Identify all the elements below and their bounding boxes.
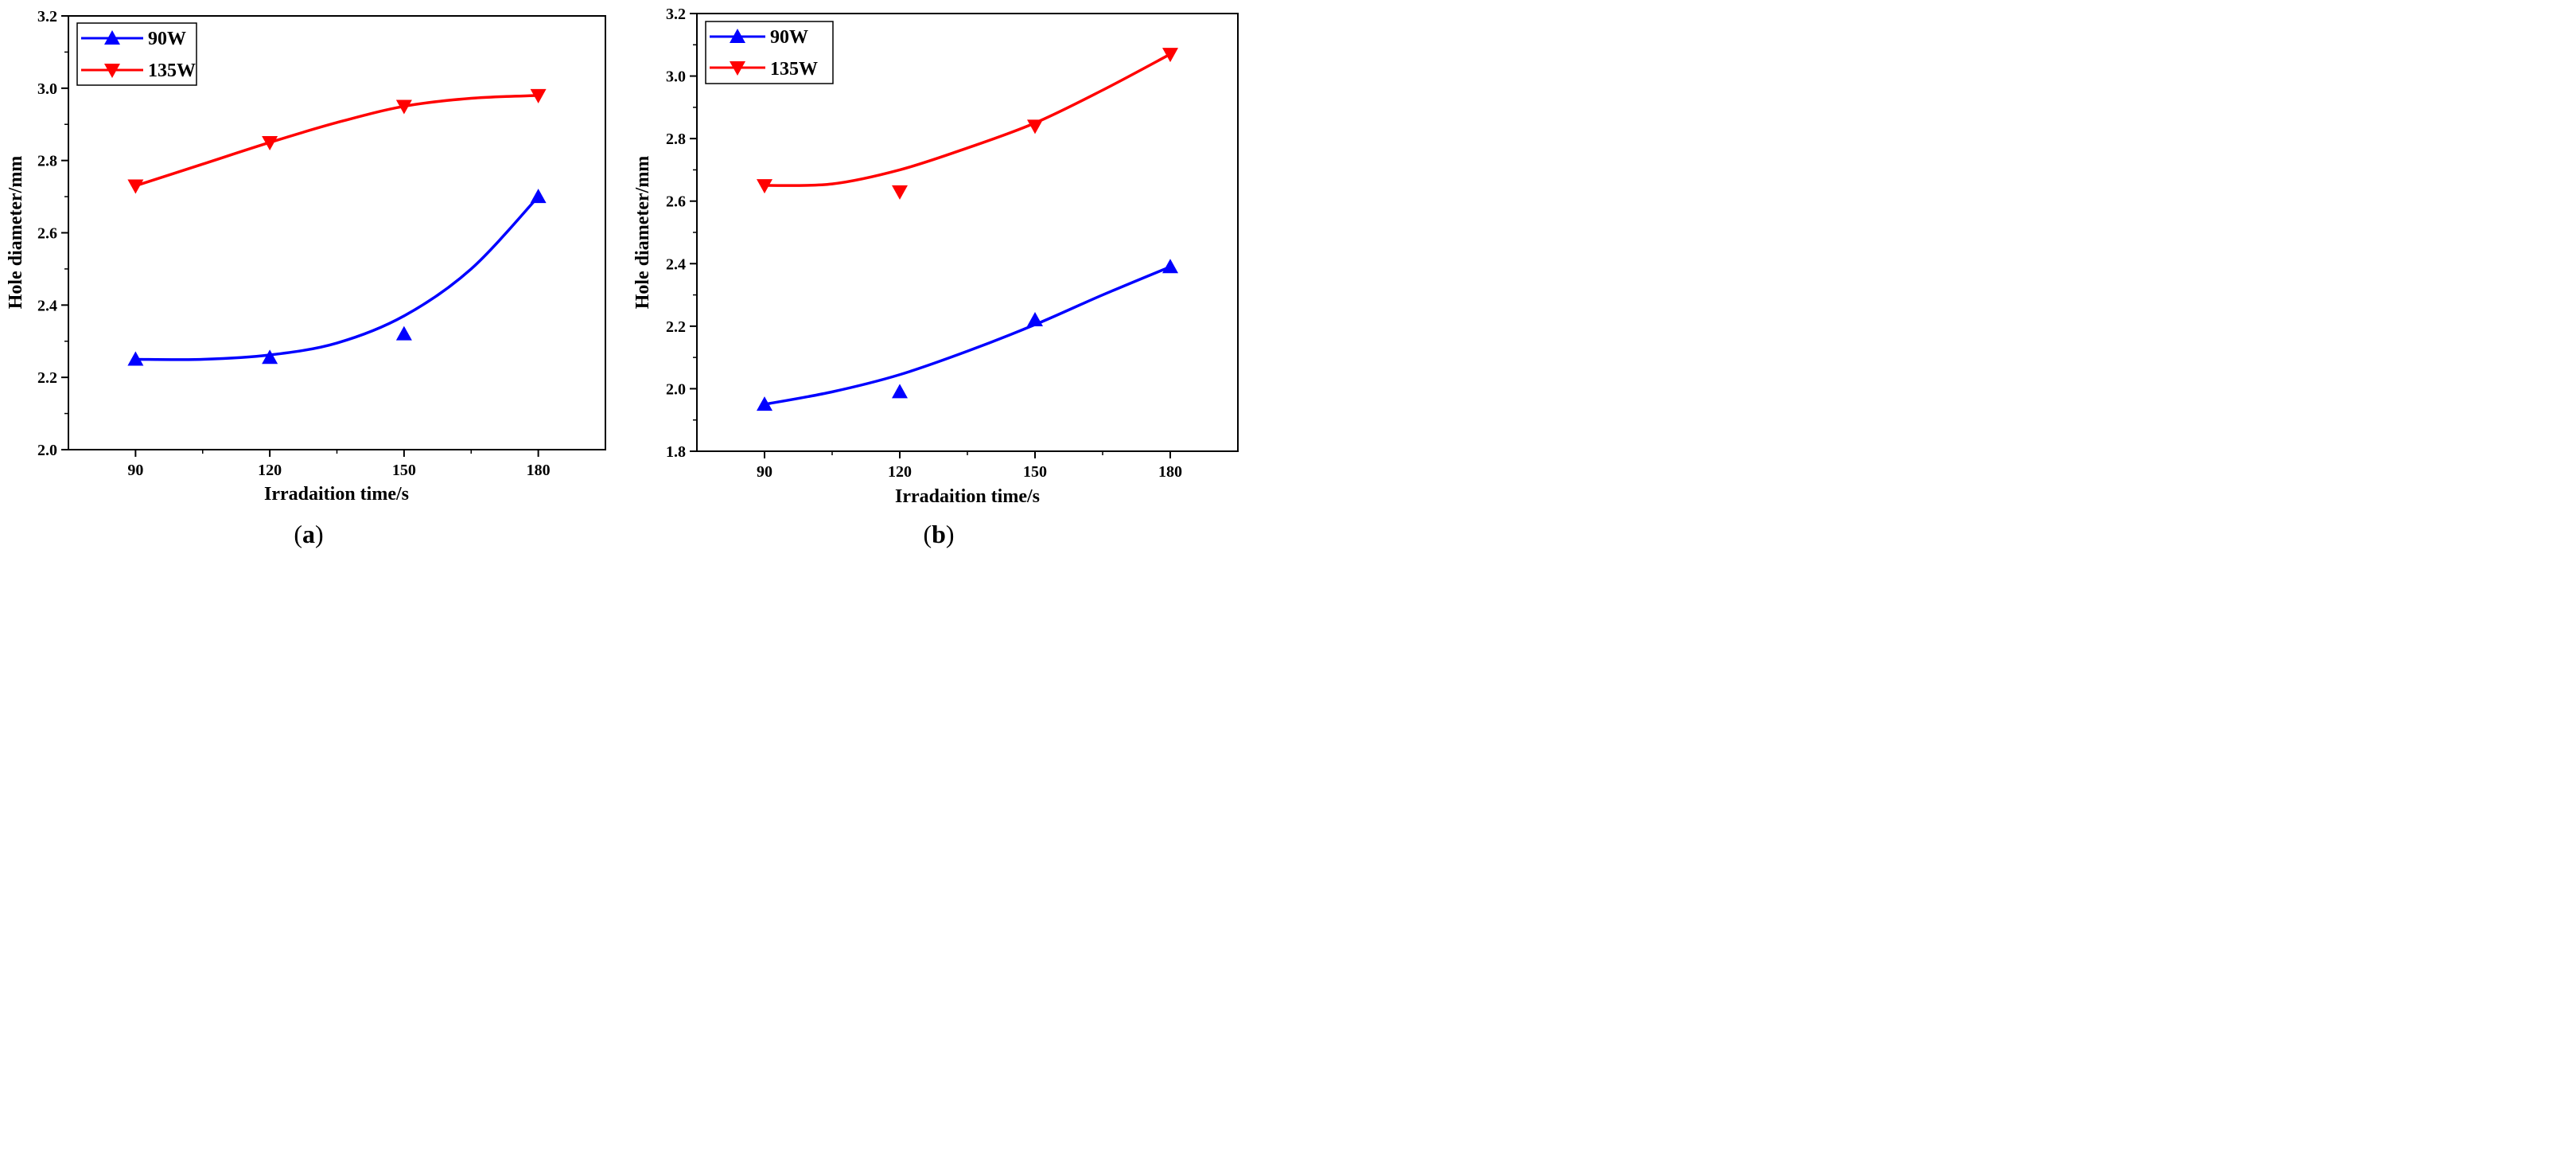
data-point-135w — [395, 99, 412, 115]
x-tick-label: 120 — [888, 463, 912, 481]
y-tick-label: 2.4 — [666, 255, 686, 273]
y-tick-label: 3.0 — [666, 68, 686, 86]
data-point-135w — [892, 185, 908, 200]
data-point-135w — [530, 88, 547, 103]
x-axis-title: Irradaition time/s — [895, 486, 1040, 507]
fit-curve-90w — [135, 195, 539, 361]
x-tick-label: 150 — [1023, 463, 1047, 481]
data-markers — [127, 88, 547, 366]
y-tick-label: 2.6 — [666, 193, 686, 211]
legend-label-135w: 135W — [148, 60, 196, 81]
x-tick-label: 90 — [127, 462, 143, 479]
legend: 90W 135W — [705, 21, 834, 84]
y-tick-label: 2.0 — [666, 380, 686, 398]
fit-curve-90w — [764, 265, 1171, 406]
x-tick-label: 120 — [258, 462, 282, 479]
y-tick-label: 2.0 — [37, 442, 57, 459]
data-point-90w — [1162, 259, 1178, 274]
y-tick-label: 2.2 — [37, 369, 57, 387]
data-markers — [757, 48, 1178, 411]
y-tick-label: 2.8 — [666, 131, 686, 148]
chart-panel-a: 90 120 150 180 2.0 2.2 2.4 2.6 2.8 3.0 3.2 Irradai… — [6, 8, 606, 548]
data-point-90w — [262, 349, 278, 364]
fit-curve-135w — [764, 53, 1171, 187]
x-tick-label: 90 — [757, 463, 772, 481]
panel-letter-a: a — [302, 520, 315, 548]
data-point-90w — [127, 351, 144, 366]
x-tick-label: 180 — [527, 462, 551, 479]
data-point-135w — [262, 135, 278, 150]
y-tick-label: 3.2 — [666, 6, 686, 23]
data-point-90w — [395, 326, 412, 341]
y-tick-label: 2.8 — [37, 153, 57, 170]
axes-ticks: 90 120 150 180 1.8 2.0 2.2 2.4 2.6 2.8 3.0 3.2 — [666, 6, 1182, 481]
legend-marker-triangle-up — [104, 30, 120, 45]
panel-label-b: (b) — [923, 520, 954, 548]
legend-label-135w: 135W — [770, 59, 818, 80]
legend-label-90w: 90W — [770, 27, 808, 48]
legend-marker-triangle-down — [730, 61, 745, 76]
data-point-135w — [1162, 48, 1178, 63]
y-axis-title: Hole diameter/mm — [6, 156, 26, 310]
panel-label-a: (a) — [294, 520, 323, 548]
axes-ticks: 90 120 150 180 2.0 2.2 2.4 2.6 2.8 3.0 3.2 — [37, 8, 551, 479]
data-point-90w — [1027, 312, 1043, 326]
panel-letter-b: b — [932, 520, 946, 548]
legend-marker-triangle-down — [104, 64, 120, 78]
x-axis-title: Irradaition time/s — [264, 484, 409, 505]
data-point-135w — [1027, 119, 1043, 134]
y-tick-label: 2.2 — [666, 318, 686, 336]
y-tick-label: 2.6 — [37, 225, 57, 243]
x-tick-label: 150 — [392, 462, 416, 479]
y-tick-label: 1.8 — [666, 443, 686, 461]
fit-curve-135w — [134, 94, 539, 188]
legend-label-90w: 90W — [148, 29, 186, 49]
legend-marker-triangle-up — [730, 29, 745, 43]
y-axis-title: Hole diameter/mm — [632, 156, 653, 310]
y-tick-label: 2.4 — [37, 297, 57, 314]
figure: 90 120 150 180 2.0 2.2 2.4 2.6 2.8 3.0 3.2 Irradai… — [6, 6, 1239, 548]
data-point-90w — [892, 384, 908, 399]
y-tick-label: 3.0 — [37, 80, 57, 98]
chart-panel-b: 90 120 150 180 1.8 2.0 2.2 2.4 2.6 2.8 3.0 3.2 Irra… — [632, 6, 1239, 548]
legend: 90W 135W — [76, 22, 197, 86]
data-point-135w — [127, 179, 144, 194]
x-tick-label: 180 — [1158, 463, 1182, 481]
y-tick-label: 3.2 — [37, 8, 57, 25]
fit-curves — [134, 94, 539, 361]
data-point-135w — [757, 179, 772, 194]
legend-box — [76, 22, 197, 86]
data-point-90w — [757, 396, 772, 411]
legend-box — [705, 21, 834, 84]
data-point-90w — [530, 189, 547, 204]
fit-curves — [764, 53, 1171, 406]
